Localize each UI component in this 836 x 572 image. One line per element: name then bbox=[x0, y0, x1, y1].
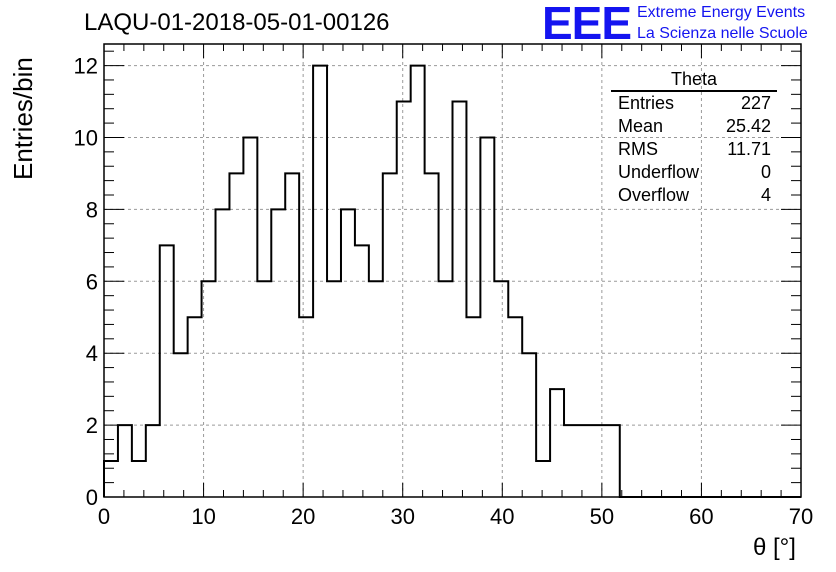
histogram-bin bbox=[299, 317, 313, 497]
eee-logo: EEE bbox=[542, 0, 632, 49]
x-tick-label: 70 bbox=[789, 504, 813, 529]
y-tick-label: 8 bbox=[86, 197, 98, 222]
stats-label: Underflow bbox=[618, 162, 700, 182]
stats-value: 25.42 bbox=[725, 116, 771, 136]
stats-value: 4 bbox=[760, 185, 771, 205]
x-tick-label: 20 bbox=[291, 504, 315, 529]
stats-value: 0 bbox=[760, 162, 771, 182]
y-tick-label: 6 bbox=[86, 269, 98, 294]
histogram-bin bbox=[383, 173, 397, 497]
stats-value: 11.71 bbox=[727, 139, 771, 159]
histogram-bin bbox=[146, 425, 160, 497]
histogram-bin bbox=[118, 425, 132, 497]
histogram-bin bbox=[160, 245, 174, 497]
stats-label: Entries bbox=[618, 93, 675, 113]
y-tick-label: 10 bbox=[74, 125, 98, 150]
histogram-bin bbox=[453, 102, 467, 497]
plot-frame bbox=[103, 43, 802, 498]
histogram-bin bbox=[174, 353, 188, 497]
histogram-bin bbox=[411, 66, 425, 497]
y-tick-label: 0 bbox=[86, 485, 98, 510]
histogram-bin bbox=[522, 353, 536, 497]
stats-row-entries: Entries 227 bbox=[611, 92, 777, 115]
stats-row-mean: Mean 25.42 bbox=[611, 115, 777, 138]
y-tick-label: 12 bbox=[74, 54, 98, 79]
y-axis-label: Entries/bin bbox=[8, 57, 38, 180]
stats-label: Overflow bbox=[618, 185, 690, 205]
axes bbox=[103, 43, 802, 498]
histogram-outline bbox=[103, 64, 801, 498]
histogram-bin bbox=[369, 281, 383, 497]
logo-subtitle-line1: Extreme Energy Events bbox=[637, 4, 806, 21]
stats-row-underflow: Underflow 0 bbox=[611, 161, 777, 184]
histogram-bin bbox=[285, 173, 299, 497]
histogram-bin bbox=[104, 461, 118, 497]
histogram-bin bbox=[188, 317, 202, 497]
histogram-bin bbox=[578, 425, 592, 497]
histogram-bin bbox=[536, 461, 550, 497]
x-tick-label: 40 bbox=[490, 504, 514, 529]
stats-value: 227 bbox=[740, 93, 771, 113]
histogram-bars bbox=[103, 64, 801, 498]
histogram-bin bbox=[425, 173, 439, 497]
histogram-bin bbox=[564, 425, 578, 497]
x-tick-label: 50 bbox=[590, 504, 614, 529]
stats-title: Theta bbox=[611, 68, 777, 92]
y-tick-label: 4 bbox=[86, 341, 98, 366]
histogram-bin bbox=[341, 209, 355, 497]
stats-label: Mean bbox=[618, 116, 664, 136]
histogram-bin bbox=[132, 461, 146, 497]
x-tick-label: 60 bbox=[689, 504, 713, 529]
histogram-bin bbox=[550, 389, 564, 497]
stats-row-rms: RMS 11.71 bbox=[611, 138, 777, 161]
stats-label: RMS bbox=[618, 139, 658, 159]
y-tick-label: 2 bbox=[86, 413, 98, 438]
histogram-bin bbox=[313, 66, 327, 497]
x-tick-label: 30 bbox=[390, 504, 414, 529]
histogram-bin bbox=[271, 209, 285, 497]
histogram-bin bbox=[508, 317, 522, 497]
x-tick-label: 10 bbox=[191, 504, 215, 529]
histogram-bin bbox=[397, 102, 411, 497]
histogram-bin bbox=[592, 425, 606, 497]
histogram-title: LAQU-01-2018-05-01-00126 bbox=[84, 9, 390, 36]
logo-subtitle-line2: La Scienza nelle Scuole bbox=[637, 25, 808, 42]
histogram-bin bbox=[494, 281, 508, 497]
histogram-bin bbox=[480, 137, 494, 497]
histogram-bin bbox=[229, 173, 243, 497]
histogram-bin bbox=[439, 281, 453, 497]
stats-box: Theta Entries 227 Mean 25.42 RMS 11.71 U… bbox=[611, 68, 777, 207]
histogram-bin bbox=[606, 425, 620, 497]
histogram-bin bbox=[202, 281, 216, 497]
histogram-bin bbox=[257, 281, 271, 497]
histogram-bin bbox=[243, 137, 257, 497]
histogram-bin bbox=[327, 281, 341, 497]
x-tick-label: 0 bbox=[98, 504, 110, 529]
histogram-bin bbox=[355, 245, 369, 497]
x-axis-label: θ [°] bbox=[753, 534, 796, 561]
histogram-bin bbox=[216, 209, 230, 497]
stats-row-overflow: Overflow 4 bbox=[611, 184, 777, 207]
histogram-bin bbox=[466, 317, 480, 497]
